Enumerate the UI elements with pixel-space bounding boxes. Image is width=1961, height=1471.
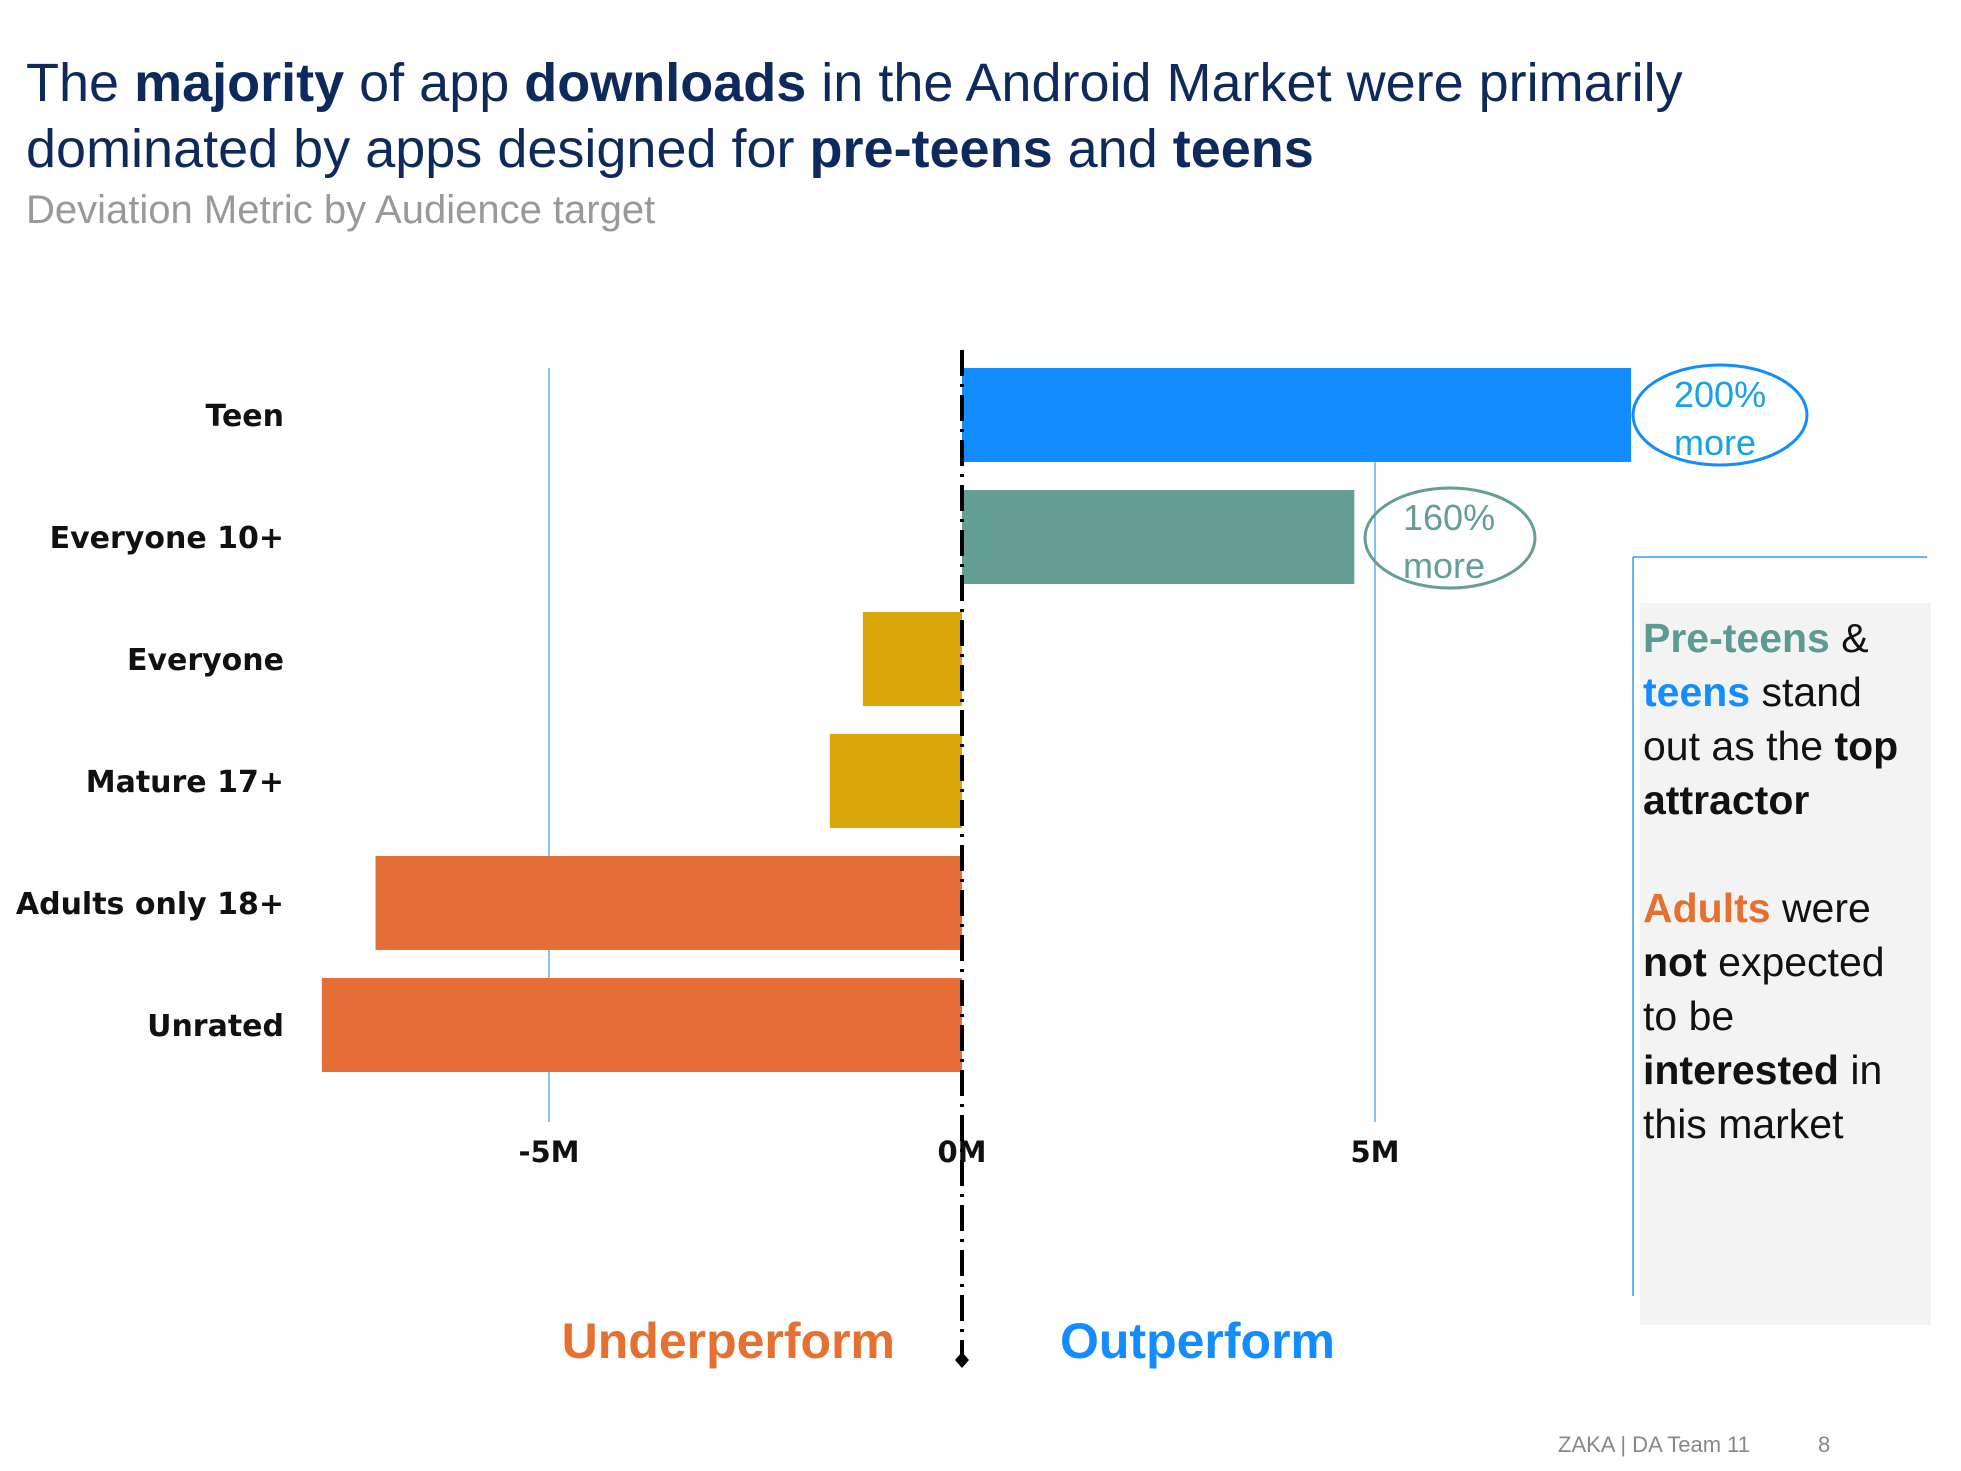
insight-p2-part-0: Adults bbox=[1643, 885, 1771, 931]
x-tick-labels: -5M 0M 5M bbox=[518, 1135, 1399, 1169]
bar-unrated bbox=[321, 978, 963, 1072]
outperform-label: Outperform bbox=[1060, 1313, 1335, 1369]
footer-org: ZAKA | DA Team 11 bbox=[1558, 1432, 1750, 1457]
teen-callout-more: more bbox=[1674, 422, 1756, 463]
category-label: Adults only 18+ bbox=[16, 887, 284, 922]
insight-panel: Pre-teens & teens stand out as the top a… bbox=[1640, 603, 1931, 1325]
everyone10-callout-more: more bbox=[1403, 545, 1485, 586]
title-part-6: and bbox=[1052, 119, 1173, 179]
everyone10-callout-circle bbox=[1363, 486, 1537, 590]
insight-p2-part-1: were bbox=[1770, 885, 1871, 931]
category-label: Mature 17+ bbox=[86, 765, 284, 800]
slide-title: The majority of app downloads in the And… bbox=[26, 50, 1926, 182]
insight-p2-part-5: in this market bbox=[1643, 1047, 1883, 1147]
slide-subtitle: Deviation Metric by Audience target bbox=[26, 188, 656, 232]
category-labels: Teen Everyone 10+ Everyone Mature 17+ Adults… bbox=[16, 399, 284, 1044]
bar-mature-17- bbox=[829, 734, 962, 828]
insight-p1-part-0: Pre-teens bbox=[1643, 615, 1830, 661]
insight-adults-paragraph: Adults were not expected to be intereste… bbox=[1643, 881, 1923, 1151]
title-part-5: pre-teens bbox=[809, 119, 1053, 179]
category-label: Everyone 10+ bbox=[50, 521, 284, 556]
bar-everyone-10- bbox=[962, 490, 1355, 584]
x-tick-label: -5M bbox=[518, 1135, 579, 1169]
bar-everyone bbox=[862, 612, 962, 706]
category-label: Everyone bbox=[127, 643, 284, 678]
footer-page-number: 8 bbox=[1818, 1432, 1831, 1457]
insight-p1-part-1: & bbox=[1829, 615, 1869, 661]
insight-teens-paragraph: Pre-teens & teens stand out as the top a… bbox=[1643, 611, 1923, 827]
insight-p1-part-3: stand out as the bbox=[1643, 669, 1862, 769]
zero-reference-line bbox=[955, 350, 969, 1368]
bar-teen bbox=[962, 368, 1632, 462]
bars bbox=[321, 368, 1632, 1072]
title-part-3: downloads bbox=[524, 53, 807, 113]
underperform-label: Underperform bbox=[562, 1313, 895, 1369]
footer: ZAKA | DA Team 11 8 bbox=[1558, 1432, 1830, 1458]
teen-callout: 200% more bbox=[1631, 363, 1809, 467]
title-part-0: The bbox=[26, 53, 135, 113]
teen-callout-circle bbox=[1631, 363, 1809, 467]
title-part-4: in the Android Market were primarily dom… bbox=[26, 53, 1683, 179]
insight-p2-part-2: not bbox=[1643, 939, 1707, 985]
title-part-1: majority bbox=[134, 53, 345, 113]
everyone10-callout: 160% more bbox=[1363, 486, 1537, 590]
bar-adults-only-18- bbox=[375, 856, 962, 950]
insight-p2-part-3: expected to be bbox=[1643, 939, 1885, 1039]
title-part-2: of app bbox=[344, 53, 525, 113]
insight-p1-part-4: top attractor bbox=[1643, 723, 1899, 823]
insight-p1-part-2: teens bbox=[1643, 669, 1751, 715]
everyone10-callout-percent: 160% bbox=[1403, 497, 1495, 538]
teen-callout-percent: 200% bbox=[1674, 374, 1766, 415]
category-label: Unrated bbox=[147, 1009, 284, 1044]
insight-p2-part-4: interested bbox=[1643, 1047, 1839, 1093]
category-label: Teen bbox=[205, 399, 284, 434]
x-tick-label: 5M bbox=[1350, 1135, 1399, 1169]
zero-line-arrowhead bbox=[955, 1352, 969, 1368]
title-part-7: teens bbox=[1172, 119, 1314, 179]
